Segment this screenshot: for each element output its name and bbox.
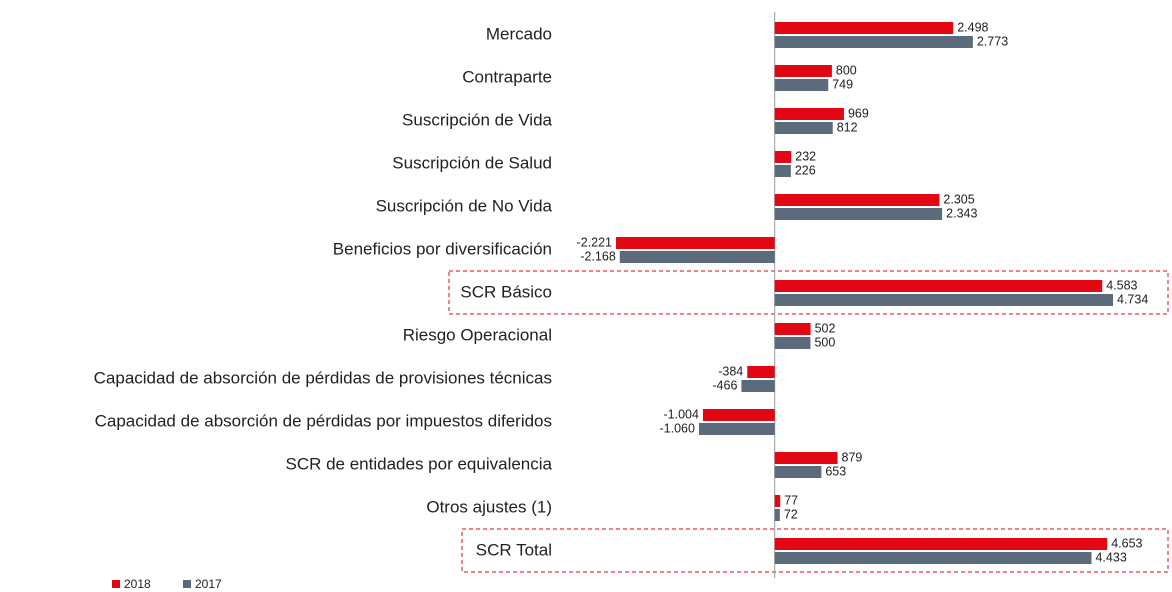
value-label: 232	[795, 149, 816, 163]
category-label: SCR Total	[476, 540, 552, 559]
category-label: Capacidad de absorción de pérdidas por i…	[95, 411, 552, 430]
value-label: 4.734	[1117, 292, 1148, 306]
value-label: 77	[784, 493, 798, 507]
bar	[619, 251, 775, 263]
category-label: Riesgo Operacional	[403, 325, 552, 344]
bar	[774, 337, 811, 349]
highlight-box	[448, 270, 1169, 315]
legend-label: 2017	[195, 577, 222, 591]
value-label: 226	[795, 163, 816, 177]
bar	[774, 165, 791, 177]
value-label: 2.498	[957, 20, 988, 34]
bar	[698, 423, 775, 435]
value-label: 72	[784, 507, 798, 521]
value-label: 2.773	[977, 34, 1008, 48]
bar	[774, 79, 829, 91]
value-label: 4.583	[1106, 278, 1137, 292]
category-label: Suscripción de No Vida	[376, 196, 553, 215]
value-label: -2.168	[580, 249, 615, 263]
category-label: SCR Básico	[460, 282, 552, 301]
bar	[774, 194, 940, 206]
category-label: Capacidad de absorción de pérdidas de pr…	[94, 368, 552, 387]
bar	[774, 495, 781, 507]
value-label: 4.653	[1111, 536, 1142, 550]
bar	[774, 208, 943, 220]
category-label: Suscripción de Vida	[402, 110, 552, 129]
bar	[702, 409, 775, 421]
value-label: -384	[718, 364, 743, 378]
value-label: 500	[814, 335, 835, 349]
value-label: -2.221	[577, 235, 612, 249]
category-label: Beneficios por diversificación	[333, 239, 552, 258]
bar	[774, 552, 1092, 564]
bar	[774, 452, 838, 464]
bar	[774, 323, 811, 335]
bar	[774, 122, 833, 134]
value-label: 812	[837, 120, 858, 134]
bar	[774, 151, 792, 163]
value-label: -1.060	[660, 421, 695, 435]
category-label: SCR de entidades por equivalencia	[285, 454, 552, 473]
bar	[774, 108, 844, 120]
value-label: 800	[836, 63, 857, 77]
bar	[774, 280, 1103, 292]
value-label: -1.004	[664, 407, 699, 421]
legend-swatch	[112, 580, 120, 588]
legend-label: 2018	[124, 577, 151, 591]
bar	[741, 380, 775, 392]
value-label: 653	[825, 464, 846, 478]
bar	[747, 366, 775, 378]
value-label: -466	[712, 378, 737, 392]
bar	[774, 22, 954, 34]
bar	[774, 466, 822, 478]
bar	[774, 294, 1113, 306]
bar	[616, 237, 775, 249]
value-label: 749	[832, 77, 853, 91]
value-label: 2.343	[946, 206, 977, 220]
bar	[774, 538, 1108, 550]
bar	[774, 509, 780, 521]
category-label: Mercado	[486, 24, 552, 43]
category-label: Otros ajustes (1)	[426, 497, 552, 516]
bar	[774, 65, 832, 77]
value-label: 502	[815, 321, 836, 335]
highlight-box	[461, 528, 1169, 573]
value-label: 2.305	[943, 192, 974, 206]
value-label: 4.433	[1095, 550, 1126, 564]
value-label: 879	[842, 450, 863, 464]
legend-swatch	[183, 580, 191, 588]
category-label: Contraparte	[462, 67, 552, 86]
category-label: Suscripción de Salud	[392, 153, 552, 172]
value-label: 969	[848, 106, 869, 120]
bar	[774, 36, 973, 48]
